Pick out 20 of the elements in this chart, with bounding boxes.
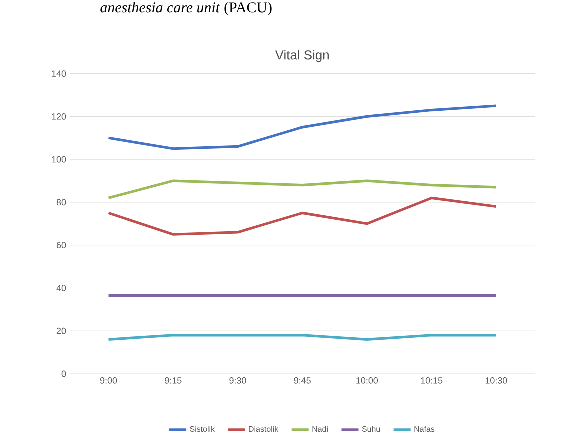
y-tick-label: 60 <box>56 242 66 248</box>
x-tick-label: 9:00 <box>100 377 118 384</box>
y-tick-label: 120 <box>52 113 66 120</box>
x-tick-label: 10:15 <box>421 377 443 384</box>
y-tick-label: 40 <box>56 284 66 292</box>
y-tick-label: 20 <box>56 328 66 334</box>
line-series <box>107 196 498 236</box>
y-tick-label: 80 <box>56 199 66 206</box>
y-tick-label: 140 <box>52 70 66 77</box>
x-tick-label: 10:30 <box>486 377 508 384</box>
x-tick-label: 10:00 <box>356 377 378 384</box>
text: anesthesia care unit (PACU) <box>100 2 272 16</box>
chart-title: Vital Sign <box>275 50 329 62</box>
x-tick-label: 9:45 <box>294 377 311 384</box>
y-tick-label: 100 <box>52 156 66 163</box>
x-tick-label: 9:30 <box>230 377 246 384</box>
y-tick-label: 0 <box>62 370 66 377</box>
line-series <box>107 104 498 150</box>
x-tick-label: 9:15 <box>165 377 182 384</box>
line-series <box>107 180 498 200</box>
